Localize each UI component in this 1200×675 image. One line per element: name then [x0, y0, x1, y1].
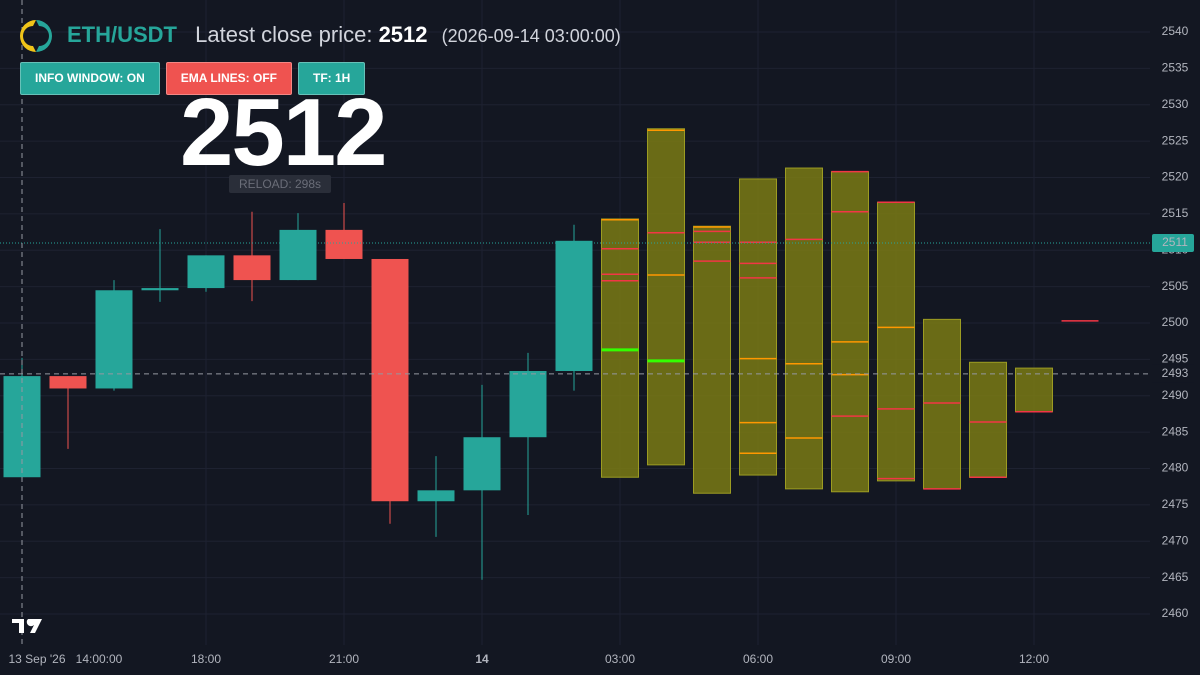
- x-tick-label: 21:00: [329, 652, 359, 666]
- info-button[interactable]: INFO WINDOW: ON: [20, 62, 160, 95]
- projection-box: [831, 171, 869, 493]
- y-tick-label: 2505: [1162, 279, 1189, 293]
- x-tick-label: 09:00: [881, 652, 911, 666]
- candle-body: [49, 376, 87, 389]
- crosshair-price-label: 2493: [1162, 366, 1189, 380]
- projection-box: [877, 201, 915, 482]
- price-label: Latest close price:: [195, 22, 373, 47]
- projection-box: [601, 218, 639, 478]
- buttons: INFO WINDOW: ON EMA LINES: OFF TF: 1H: [20, 62, 366, 95]
- projection-box: [1015, 367, 1053, 413]
- crosshair-time-tag: [0, 648, 130, 672]
- y-tick-label: 2470: [1162, 533, 1189, 547]
- ema-button[interactable]: EMA LINES: OFF: [165, 62, 292, 95]
- candle-body: [463, 437, 501, 491]
- x-tick-label: 06:00: [743, 652, 773, 666]
- last-price-tag: [1152, 233, 1194, 252]
- tv-logo: [12, 619, 42, 633]
- big-price: 2512: [180, 79, 388, 186]
- y-tick-label: 2540: [1162, 24, 1189, 38]
- last-price-label: 2511: [1162, 235, 1188, 249]
- symbol: ETH/USDT: [67, 22, 177, 47]
- crosshair-time: 14:00:00: [76, 652, 123, 666]
- candle-body: [509, 371, 547, 438]
- candle-body: [95, 290, 133, 389]
- candle-body: [417, 490, 455, 502]
- x-tick-label: 14: [475, 652, 489, 666]
- logo-right: [36, 20, 52, 52]
- projection-box: [739, 178, 777, 476]
- candle-body: [325, 229, 363, 259]
- y-tick-label: 2515: [1162, 206, 1189, 220]
- y-tick-label: 2465: [1162, 570, 1189, 584]
- y-tick-label: 2490: [1162, 388, 1189, 402]
- candle-body: [141, 288, 179, 291]
- candle-body: [555, 240, 593, 372]
- y-tick-label: 2525: [1162, 133, 1189, 147]
- projection-box: [693, 225, 731, 494]
- y-tick-label: 2530: [1162, 97, 1189, 111]
- y-tick-label: 2535: [1162, 61, 1189, 75]
- crosshair-price-tag: [1152, 364, 1194, 383]
- x-tick-label: 03:00: [605, 652, 635, 666]
- reload: RELOAD: 298s: [229, 175, 331, 193]
- tf-button[interactable]: TF: 1H: [297, 62, 366, 95]
- candle-body: [187, 255, 225, 289]
- projection-box: [969, 361, 1007, 478]
- projection-box: [923, 318, 961, 490]
- y-tick-label: 2460: [1162, 606, 1189, 620]
- x-tick-label: 18:00: [191, 652, 221, 666]
- logo-left: [20, 20, 36, 52]
- y-tick-label: 2520: [1162, 170, 1189, 184]
- y-tick-label: 2480: [1162, 461, 1189, 475]
- candle-body: [371, 258, 409, 502]
- candle-body: [233, 255, 271, 281]
- y-tick-label: 2475: [1162, 497, 1189, 511]
- y-tick-label: 2485: [1162, 424, 1189, 438]
- price: 2512: [378, 22, 428, 47]
- y-tick-label: 2495: [1162, 352, 1189, 366]
- price-time: (2026-09-14 03:00:00): [441, 26, 621, 46]
- projection-box: [785, 167, 823, 490]
- x-tick-label: 12:00: [1019, 652, 1049, 666]
- candle-body: [279, 229, 317, 281]
- crosshair-date: 13 Sep '26: [8, 652, 65, 666]
- projection-box: [647, 128, 685, 466]
- y-tick-label: 2500: [1162, 315, 1189, 329]
- header: ETH/USDT Latest close price: 2512 (2026-…: [67, 22, 621, 48]
